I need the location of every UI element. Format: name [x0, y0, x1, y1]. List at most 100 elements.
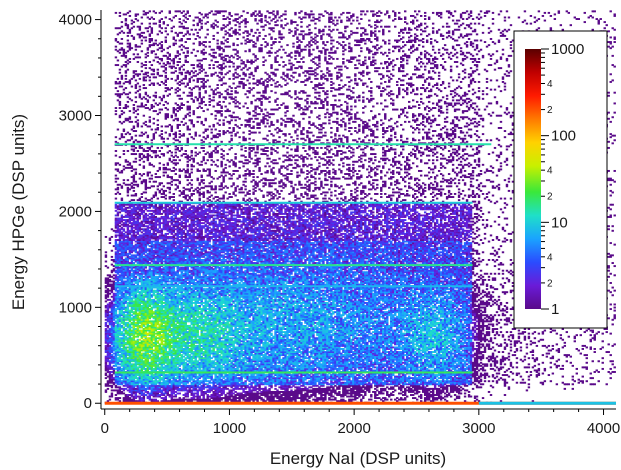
- heatmap-cell: [126, 189, 130, 192]
- heatmap-cell: [138, 177, 142, 180]
- heatmap-cell: [118, 357, 122, 360]
- heatmap-cell: [156, 169, 160, 172]
- heatmap-cell: [148, 39, 152, 42]
- heatmap-cell: [148, 300, 152, 303]
- heatmap-cell: [154, 286, 158, 289]
- heatmap-cell: [126, 400, 130, 403]
- heatmap-cell: [142, 206, 146, 209]
- heatmap-cell: [166, 295, 169, 298]
- heatmap-cell: [122, 262, 126, 264]
- heatmap-cell: [136, 390, 140, 393]
- heatmap-cell: [122, 346, 126, 349]
- heatmap-cell: [118, 269, 122, 272]
- heatmap-cell: [144, 248, 148, 251]
- heatmap-cell: [166, 280, 169, 283]
- heatmap-cell: [166, 377, 169, 380]
- heatmap-cell: [164, 338, 167, 341]
- heatmap-cell: [160, 366, 164, 369]
- heatmap-cell: [144, 260, 148, 263]
- heatmap-cell: [116, 369, 120, 372]
- heatmap-cell: [126, 239, 130, 241]
- heatmap-cell: [136, 105, 140, 108]
- heatmap-cell: [128, 315, 132, 318]
- heatmap-cell: [148, 326, 152, 329]
- heatmap-cell: [116, 220, 120, 223]
- heatmap-cell: [116, 64, 120, 67]
- heatmap-cell: [126, 252, 130, 255]
- heatmap-cell: [120, 85, 124, 88]
- heatmap-cell: [164, 209, 167, 212]
- heatmap-cell: [108, 278, 112, 281]
- heatmap-cell: [152, 76, 156, 79]
- heatmap-cell: [154, 246, 158, 249]
- heatmap-cell: [150, 392, 154, 395]
- heatmap-cell: [134, 130, 138, 133]
- heatmap-cell: [164, 298, 167, 301]
- heatmap-cell: [162, 398, 165, 401]
- heatmap-cell: [126, 211, 130, 214]
- heatmap-cell: [110, 301, 114, 304]
- heatmap-cell: [158, 360, 162, 363]
- heatmap-cell: [152, 323, 156, 326]
- heatmap-cell: [142, 303, 146, 306]
- heatmap-cell: [140, 212, 144, 215]
- heatmap-cell: [142, 252, 146, 255]
- heatmap-cell: [164, 369, 167, 372]
- heatmap-cell: [134, 18, 138, 20]
- heatmap-cell: [132, 257, 136, 260]
- heatmap-cell: [124, 51, 128, 54]
- heatmap-cell: [162, 340, 165, 343]
- heatmap-cell: [130, 182, 134, 185]
- heatmap-cell: [140, 361, 144, 364]
- heatmap-cell: [124, 24, 128, 27]
- heatmap-cell: [126, 346, 130, 349]
- heatmap-cell: [146, 260, 150, 263]
- heatmap-cell: [120, 199, 124, 202]
- heatmap-cell: [134, 332, 138, 335]
- heatmap-cell: [138, 389, 142, 392]
- heatmap-cell: [154, 398, 158, 401]
- heatmap-cell: [158, 212, 162, 215]
- heatmap-cell: [150, 68, 154, 71]
- heatmap-cell: [116, 303, 120, 306]
- heatmap-cell: [130, 383, 134, 386]
- heatmap-cell: [158, 21, 162, 24]
- heatmap-cell: [106, 288, 110, 291]
- heatmap-cell: [138, 309, 142, 312]
- heatmap-cell: [134, 355, 138, 358]
- heatmap-cell: [120, 245, 124, 248]
- heatmap-cell: [112, 355, 116, 358]
- heatmap-cell: [144, 377, 148, 380]
- heatmap-cell: [140, 357, 144, 360]
- heatmap-cell: [134, 343, 138, 346]
- heatmap-cell: [166, 57, 169, 60]
- heatmap-cell: [122, 320, 126, 323]
- heatmap-cell: [128, 324, 132, 327]
- heatmap-cell: [162, 346, 165, 349]
- heatmap-cell: [108, 371, 112, 373]
- heatmap-cell: [126, 383, 130, 386]
- heatmap-cell: [122, 363, 126, 366]
- heatmap-cell: [162, 358, 165, 361]
- heatmap-cell: [144, 120, 148, 123]
- heatmap-cell: [164, 389, 167, 392]
- heatmap-cell: [138, 351, 142, 353]
- heatmap-cell: [154, 154, 158, 157]
- heatmap-cell: [138, 266, 142, 269]
- heatmap-cell: [138, 324, 142, 327]
- heatmap-cell: [154, 262, 158, 264]
- heatmap-cell: [118, 258, 122, 261]
- heatmap-cell: [156, 251, 160, 254]
- heatmap-cell: [122, 323, 126, 326]
- heatmap-cell: [110, 321, 114, 324]
- heatmap-cell: [170, 87, 173, 90]
- heatmap-cell: [152, 252, 156, 255]
- heatmap-cell: [156, 271, 160, 274]
- heatmap-cell: [122, 272, 126, 275]
- heatmap-cell: [144, 303, 148, 306]
- heatmap-cell: [124, 301, 128, 304]
- heatmap-cell: [162, 94, 165, 97]
- heatmap-cell: [128, 183, 132, 186]
- heatmap-cell: [142, 251, 146, 254]
- heatmap-cell: [146, 312, 150, 315]
